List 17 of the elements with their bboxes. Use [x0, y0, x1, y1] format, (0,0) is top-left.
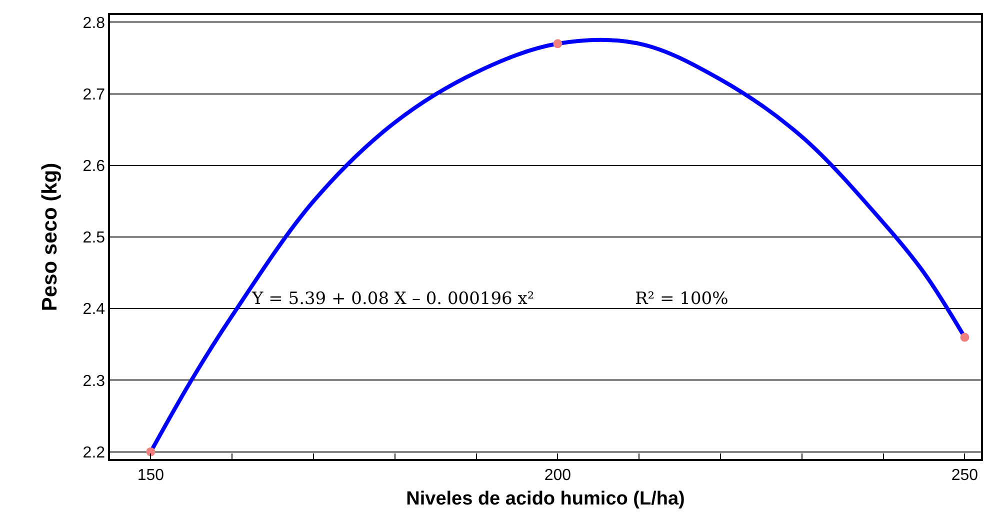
y-axis-title: Peso seco (kg)	[38, 162, 62, 312]
y-tick-label: 2.6	[82, 158, 106, 175]
point	[553, 39, 562, 48]
x-tick-label: 200	[544, 466, 572, 484]
y-tick-label: 2.7	[82, 86, 106, 104]
y-tick-label: 2.3	[82, 372, 106, 390]
x-tick-label: 150	[137, 466, 164, 484]
x-tick-label: 250	[951, 466, 978, 484]
x-axis-title: Niveles de acido humico (L/ha)	[406, 488, 685, 510]
point	[960, 332, 970, 342]
y-tick-label: 2.2	[82, 444, 106, 462]
y-tick-label: 2.5	[82, 230, 106, 247]
annotation: Y = 5.39 + 0.08 X – 0. 000196 x²	[251, 289, 534, 309]
annotation: R² = 100%	[635, 289, 728, 309]
y-tick-label: 2.8	[82, 14, 106, 32]
y-tick-label: 2.4	[82, 301, 106, 318]
point	[146, 447, 156, 456]
